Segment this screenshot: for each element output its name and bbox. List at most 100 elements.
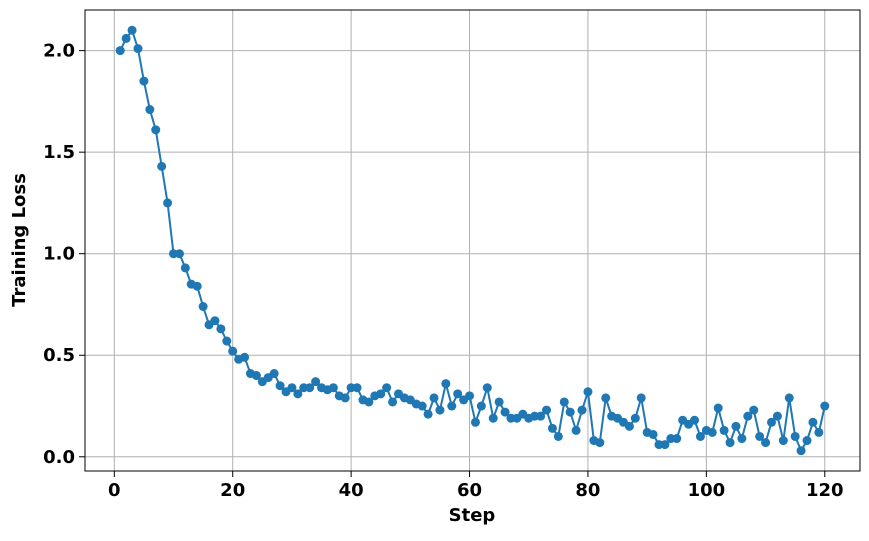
point xyxy=(228,346,238,356)
point xyxy=(222,336,232,346)
point xyxy=(672,434,682,444)
plot-frame xyxy=(84,9,861,472)
point xyxy=(802,436,812,446)
point xyxy=(139,76,149,86)
point xyxy=(624,421,634,431)
y-tick-label: 1.5 xyxy=(43,142,75,163)
x-tick-label: 40 xyxy=(339,480,364,501)
point xyxy=(441,379,451,389)
point xyxy=(719,425,729,435)
point xyxy=(755,431,765,441)
point xyxy=(328,383,338,393)
point xyxy=(808,417,818,427)
x-tick-label: 100 xyxy=(688,480,726,501)
point xyxy=(453,389,463,399)
point xyxy=(690,415,700,425)
point xyxy=(465,391,475,401)
point xyxy=(163,198,173,208)
y-tick-label: 0.0 xyxy=(43,447,75,468)
point xyxy=(648,429,658,439)
x-tick-label: 60 xyxy=(457,480,482,501)
point xyxy=(145,105,155,115)
point xyxy=(476,401,486,411)
point xyxy=(240,352,250,362)
point xyxy=(660,440,670,450)
point xyxy=(553,431,563,441)
point xyxy=(743,411,753,421)
point xyxy=(778,436,788,446)
point xyxy=(547,423,557,433)
point xyxy=(814,427,824,437)
point xyxy=(216,324,226,334)
point xyxy=(151,125,161,135)
point xyxy=(630,413,640,423)
point xyxy=(275,381,285,391)
x-tick-label: 80 xyxy=(575,480,600,501)
point xyxy=(388,397,398,407)
point xyxy=(695,431,705,441)
point xyxy=(376,389,386,399)
x-tick-label: 20 xyxy=(220,480,245,501)
point xyxy=(287,383,297,393)
point xyxy=(157,161,167,171)
point xyxy=(192,281,202,291)
y-tick-label: 1.0 xyxy=(43,244,75,265)
point xyxy=(417,401,427,411)
y-axis-label: Training Loss xyxy=(9,173,30,307)
point xyxy=(423,409,433,419)
point xyxy=(305,383,315,393)
point xyxy=(435,405,445,415)
point xyxy=(311,377,321,387)
point xyxy=(772,411,782,421)
point xyxy=(577,405,587,415)
y-tick-label: 2.0 xyxy=(43,41,75,62)
y-tick-label: 0.5 xyxy=(43,345,75,366)
point xyxy=(713,403,723,413)
point xyxy=(121,33,131,43)
point xyxy=(488,413,498,423)
point xyxy=(352,383,362,393)
point xyxy=(127,25,137,35)
point xyxy=(601,393,611,403)
point xyxy=(707,427,717,437)
point xyxy=(636,393,646,403)
point xyxy=(500,407,510,417)
x-tick-label: 120 xyxy=(806,480,844,501)
point xyxy=(559,397,569,407)
point xyxy=(340,393,350,403)
point xyxy=(180,263,190,273)
point xyxy=(293,389,303,399)
point xyxy=(210,316,220,326)
point xyxy=(382,383,392,393)
point xyxy=(174,249,184,259)
x-axis-label: Step xyxy=(449,505,496,526)
point xyxy=(482,383,492,393)
point xyxy=(115,46,125,56)
point xyxy=(595,438,605,448)
point xyxy=(494,397,504,407)
point xyxy=(761,438,771,448)
point xyxy=(737,434,747,444)
point xyxy=(820,401,830,411)
point xyxy=(731,421,741,431)
point xyxy=(790,431,800,441)
point xyxy=(766,417,776,427)
point xyxy=(429,393,439,403)
point xyxy=(796,446,806,456)
point xyxy=(269,369,279,379)
x-tick-label: 0 xyxy=(108,480,121,501)
point xyxy=(571,425,581,435)
point xyxy=(784,393,794,403)
line xyxy=(119,28,826,453)
point xyxy=(565,407,575,417)
point xyxy=(470,417,480,427)
point xyxy=(583,387,593,397)
point xyxy=(542,405,552,415)
point xyxy=(725,438,735,448)
point xyxy=(251,371,261,381)
point xyxy=(133,44,143,54)
point xyxy=(749,405,759,415)
point xyxy=(536,411,546,421)
point xyxy=(198,302,208,312)
